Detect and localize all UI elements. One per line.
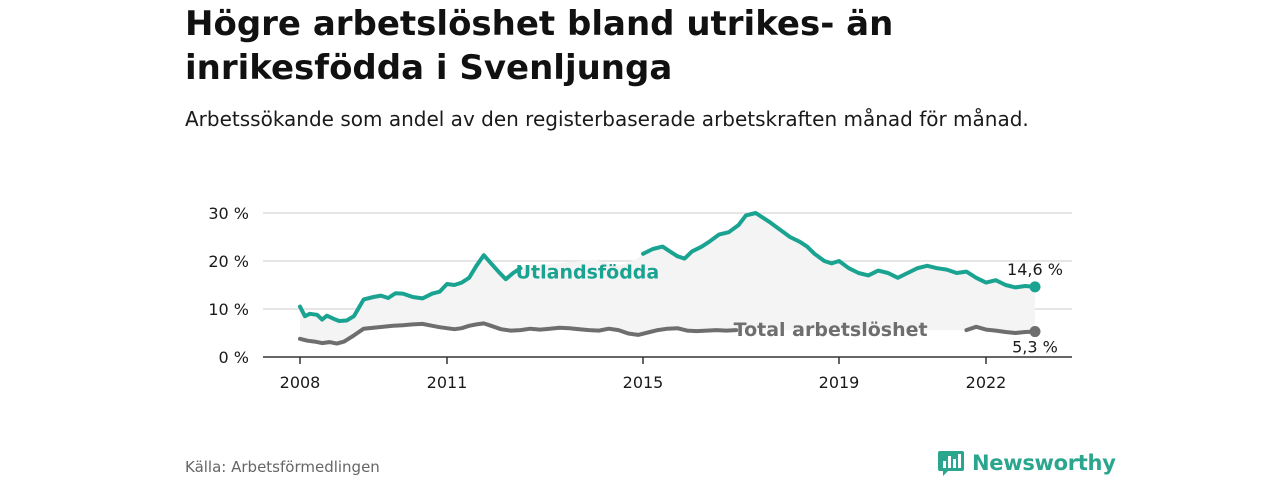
- x-axis: 2008 2011 2015 2019 2022: [280, 357, 1007, 392]
- chart-subtitle: Arbetssökande som andel av den registerb…: [185, 107, 1029, 131]
- x-tick-label: 2019: [819, 373, 860, 392]
- x-tick-label: 2011: [427, 373, 468, 392]
- y-tick-label: 20 %: [208, 252, 249, 271]
- end-value-label: 5,3 %: [1012, 338, 1058, 357]
- x-tick-label: 2022: [966, 373, 1007, 392]
- end-value-label: 14,6 %: [1007, 260, 1063, 279]
- series-label: Utlandsfödda: [516, 262, 660, 284]
- range-area: [300, 213, 1035, 344]
- series-label: Total arbetslöshet: [734, 319, 928, 341]
- x-tick-label: 2015: [623, 373, 664, 392]
- x-tick-label: 2008: [280, 373, 321, 392]
- end-point: [1029, 326, 1041, 338]
- y-tick-label: 0 %: [219, 348, 249, 367]
- series-lines: [298, 211, 1037, 346]
- series-line: [964, 324, 1037, 335]
- end-point: [1029, 281, 1041, 293]
- series-line: [298, 321, 739, 346]
- y-axis: 0 % 10 % 20 % 30 %: [208, 204, 249, 367]
- series-line: [298, 253, 523, 323]
- end-markers: 14,6 % 5,3 %: [1007, 260, 1063, 357]
- bar-chart-icon: [938, 451, 964, 476]
- y-tick-label: 10 %: [208, 300, 249, 319]
- series-annotations: Utlandsfödda Total arbetslöshet: [516, 262, 928, 342]
- brand-name: Newsworthy: [972, 451, 1116, 475]
- line-chart: 0 % 10 % 20 % 30 % 2008 2011 2015 2019 2022 Utl…: [208, 204, 1072, 392]
- chart-title: Högre arbetslöshet bland utrikes- än inr…: [185, 4, 894, 88]
- y-tick-label: 30 %: [208, 204, 249, 223]
- series-line: [641, 211, 1037, 290]
- source-note: Källa: Arbetsförmedlingen: [185, 458, 380, 476]
- newsworthy-logo[interactable]: Newsworthy: [937, 449, 1116, 477]
